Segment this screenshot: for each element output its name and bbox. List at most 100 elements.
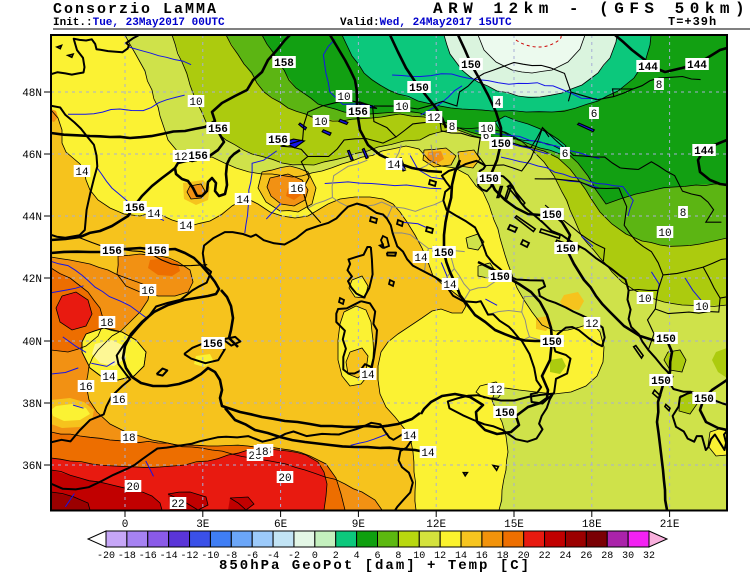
svg-text:42N: 42N <box>22 274 42 286</box>
svg-text:156: 156 <box>208 124 228 136</box>
svg-text:16: 16 <box>290 184 303 196</box>
svg-text:14: 14 <box>387 160 401 172</box>
svg-text:156: 156 <box>188 151 208 163</box>
svg-text:0: 0 <box>122 519 129 531</box>
svg-text:156: 156 <box>268 135 288 147</box>
svg-text:150: 150 <box>479 174 499 186</box>
svg-text:8: 8 <box>395 551 401 562</box>
svg-text:150: 150 <box>542 210 562 222</box>
svg-text:14: 14 <box>179 221 193 233</box>
svg-text:14: 14 <box>443 280 457 292</box>
svg-text:-20: -20 <box>97 551 115 562</box>
svg-text:18E: 18E <box>582 519 602 531</box>
svg-text:48N: 48N <box>22 88 42 100</box>
svg-text:Valid:Wed, 24May2017 15UTC: Valid:Wed, 24May2017 15UTC <box>340 17 512 29</box>
svg-text:14: 14 <box>361 370 375 382</box>
svg-text:150: 150 <box>490 272 510 284</box>
svg-text:18: 18 <box>497 551 509 562</box>
svg-text:36N: 36N <box>22 461 42 473</box>
svg-text:14: 14 <box>421 448 435 460</box>
svg-text:12: 12 <box>585 319 598 331</box>
svg-text:22: 22 <box>171 499 184 511</box>
svg-text:144: 144 <box>687 60 707 72</box>
svg-text:-18: -18 <box>118 551 136 562</box>
svg-text:15E: 15E <box>504 519 524 531</box>
svg-text:ARW 12km - (GFS 50km): ARW 12km - (GFS 50km) <box>433 0 750 18</box>
svg-text:4: 4 <box>495 98 502 110</box>
svg-text:18: 18 <box>122 433 135 445</box>
svg-text:0: 0 <box>312 551 318 562</box>
svg-text:3E: 3E <box>196 519 210 531</box>
svg-text:40N: 40N <box>22 337 42 349</box>
svg-text:26: 26 <box>580 551 592 562</box>
svg-text:6: 6 <box>374 551 380 562</box>
svg-text:28: 28 <box>601 551 613 562</box>
svg-text:16: 16 <box>476 551 488 562</box>
svg-text:150: 150 <box>409 83 429 95</box>
svg-text:-12: -12 <box>181 551 199 562</box>
svg-text:156: 156 <box>203 339 223 351</box>
svg-text:6E: 6E <box>274 519 288 531</box>
svg-text:-14: -14 <box>160 551 178 562</box>
svg-text:9E: 9E <box>352 519 366 531</box>
svg-text:-2: -2 <box>288 551 300 562</box>
svg-text:156: 156 <box>348 107 368 119</box>
svg-text:12: 12 <box>434 551 446 562</box>
svg-text:Consorzio LaMMA: Consorzio LaMMA <box>53 1 218 18</box>
svg-text:14: 14 <box>102 372 116 384</box>
svg-text:20: 20 <box>278 473 291 485</box>
svg-text:30: 30 <box>622 551 634 562</box>
svg-text:14: 14 <box>414 253 428 265</box>
svg-text:T=+39h: T=+39h <box>668 15 717 29</box>
svg-text:14: 14 <box>455 551 467 562</box>
svg-text:18: 18 <box>255 447 268 459</box>
svg-text:10: 10 <box>480 124 493 136</box>
svg-text:150: 150 <box>461 60 481 72</box>
svg-text:6: 6 <box>591 109 598 121</box>
svg-text:-10: -10 <box>201 551 219 562</box>
svg-text:150: 150 <box>495 408 515 420</box>
svg-text:156: 156 <box>125 203 145 215</box>
svg-text:12: 12 <box>427 113 440 125</box>
svg-text:150: 150 <box>434 248 454 260</box>
svg-text:156: 156 <box>102 246 122 258</box>
svg-text:6: 6 <box>562 149 569 161</box>
svg-text:10: 10 <box>395 102 408 114</box>
svg-text:10: 10 <box>695 302 708 314</box>
svg-text:-6: -6 <box>246 551 258 562</box>
svg-text:12: 12 <box>174 152 187 164</box>
svg-text:16: 16 <box>141 286 154 298</box>
svg-text:10: 10 <box>413 551 425 562</box>
svg-text:24: 24 <box>559 551 571 562</box>
svg-text:10: 10 <box>337 92 350 104</box>
svg-text:14: 14 <box>236 195 250 207</box>
svg-text:16: 16 <box>79 382 92 394</box>
svg-text:150: 150 <box>491 139 511 151</box>
svg-text:8: 8 <box>656 80 663 92</box>
svg-text:10: 10 <box>658 228 671 240</box>
svg-text:150: 150 <box>556 244 576 256</box>
svg-text:-4: -4 <box>267 551 279 562</box>
svg-text:8: 8 <box>680 208 687 220</box>
svg-text:4: 4 <box>354 551 360 562</box>
svg-text:22: 22 <box>539 551 551 562</box>
svg-text:10: 10 <box>638 294 651 306</box>
svg-text:10: 10 <box>189 97 202 109</box>
svg-text:150: 150 <box>542 337 562 349</box>
svg-text:144: 144 <box>694 146 714 158</box>
svg-text:8: 8 <box>449 122 456 134</box>
svg-text:150: 150 <box>694 394 714 406</box>
svg-text:12E: 12E <box>426 519 446 531</box>
svg-text:14: 14 <box>75 167 89 179</box>
svg-text:21E: 21E <box>660 519 680 531</box>
svg-text:14: 14 <box>147 209 161 221</box>
svg-text:14: 14 <box>403 431 417 443</box>
svg-text:18: 18 <box>100 318 113 330</box>
svg-text:6: 6 <box>483 131 490 143</box>
svg-text:46N: 46N <box>22 150 42 162</box>
svg-text:16: 16 <box>112 395 125 407</box>
svg-text:150: 150 <box>651 376 671 388</box>
svg-text:2: 2 <box>333 551 339 562</box>
svg-text:20: 20 <box>126 482 139 494</box>
svg-text:144: 144 <box>638 62 658 74</box>
